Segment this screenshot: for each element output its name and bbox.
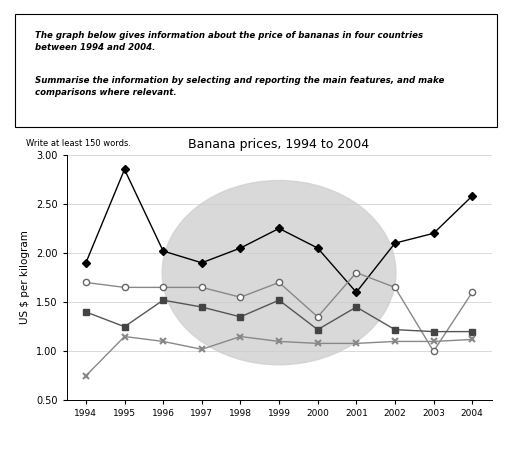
Text: Summarise the information by selecting and reporting the main features, and make: Summarise the information by selecting a… — [35, 76, 444, 97]
Title: Banana prices, 1994 to 2004: Banana prices, 1994 to 2004 — [188, 138, 370, 151]
Ellipse shape — [162, 181, 396, 365]
Text: The graph below gives information about the price of bananas in four countries
b: The graph below gives information about … — [35, 31, 423, 51]
Text: Write at least 150 words.: Write at least 150 words. — [26, 139, 131, 148]
FancyBboxPatch shape — [15, 14, 497, 127]
Y-axis label: US $ per kilogram: US $ per kilogram — [20, 231, 30, 324]
